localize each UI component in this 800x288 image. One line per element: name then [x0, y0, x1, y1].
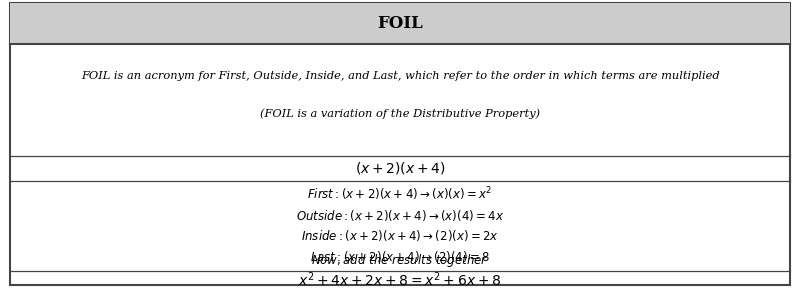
Text: FOIL: FOIL — [377, 15, 423, 33]
Text: FOIL is an acronym for First, Outside, Inside, and Last, which refer to the orde: FOIL is an acronym for First, Outside, I… — [81, 71, 719, 81]
Text: $\mathit{Now, add\ the\ results\ together}$: $\mathit{Now, add\ the\ results\ togethe… — [311, 252, 489, 269]
Text: $x^2 + 4x + 2x + 8 = x^2 + 6x + 8$: $x^2 + 4x + 2x + 8 = x^2 + 6x + 8$ — [298, 271, 502, 288]
Text: $\mathit{First: (x+2)(x+4) \rightarrow (x)(x) = x^2}$: $\mathit{First: (x+2)(x+4) \rightarrow (… — [307, 185, 493, 203]
Bar — [10, 3, 790, 44]
Text: (FOIL is a variation of the Distributive Property): (FOIL is a variation of the Distributive… — [260, 108, 540, 119]
Text: $\mathit{Inside: (x+2)(x+4) \rightarrow (2)(x) = 2x}$: $\mathit{Inside: (x+2)(x+4) \rightarrow … — [301, 228, 499, 243]
Text: $\mathit{Outside: (x+2)(x+4) \rightarrow (x)(4) = 4x}$: $\mathit{Outside: (x+2)(x+4) \rightarrow… — [296, 208, 504, 223]
Text: $(x + 2)(x + 4)$: $(x + 2)(x + 4)$ — [354, 160, 446, 177]
Text: $\mathit{Last: (x+2)(x+4) \rightarrow (2)(4) = 8}$: $\mathit{Last: (x+2)(x+4) \rightarrow (2… — [310, 249, 490, 264]
